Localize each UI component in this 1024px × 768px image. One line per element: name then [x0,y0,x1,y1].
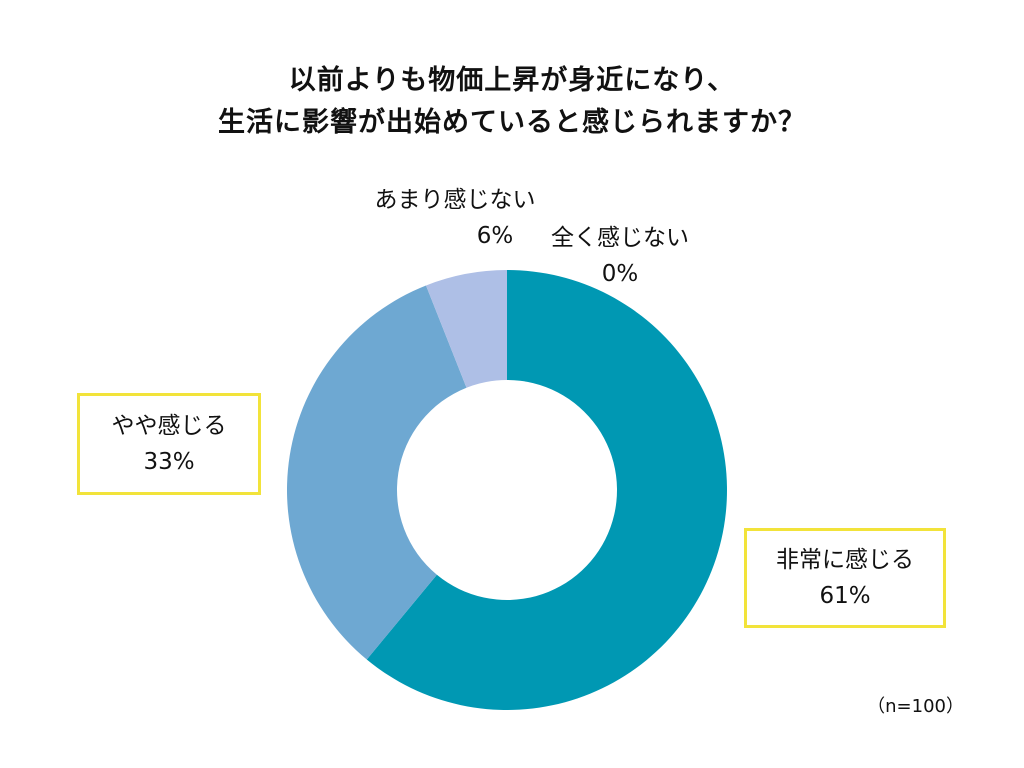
chart-title: 以前よりも物価上昇が身近になり、 生活に影響が出始めていると感じられますか？ [0,60,1024,144]
slice-label-amari: あまり感じない 6% [350,182,560,254]
slice-label-hijou-value: 61% [819,583,871,609]
chart-title-line-1: 以前よりも物価上昇が身近になり、 [288,65,736,96]
slice-label-yaya-name: やや感じる [111,413,227,439]
donut-slice-0 [366,270,727,710]
donut-slice-1 [286,285,467,660]
slice-label-amari-value: 6% [476,223,514,249]
slice-label-hijou: 非常に感じる 61% [744,528,946,628]
slice-label-yaya-value: 33% [143,449,195,475]
chart-title-line-2: 生活に影響が出始めていると感じられますか？ [218,107,806,138]
donut-slice-2 [426,270,507,388]
slice-label-mattaku-name: 全く感じない [551,225,689,251]
slice-label-mattaku: 全く感じない 0% [525,220,715,292]
sample-size-note: （n=100） [867,696,964,717]
slice-label-yaya: やや感じる 33% [77,393,261,495]
slice-label-amari-name: あまり感じない [374,187,536,213]
slice-label-hijou-name: 非常に感じる [776,547,914,573]
slice-label-mattaku-value: 0% [601,261,639,287]
